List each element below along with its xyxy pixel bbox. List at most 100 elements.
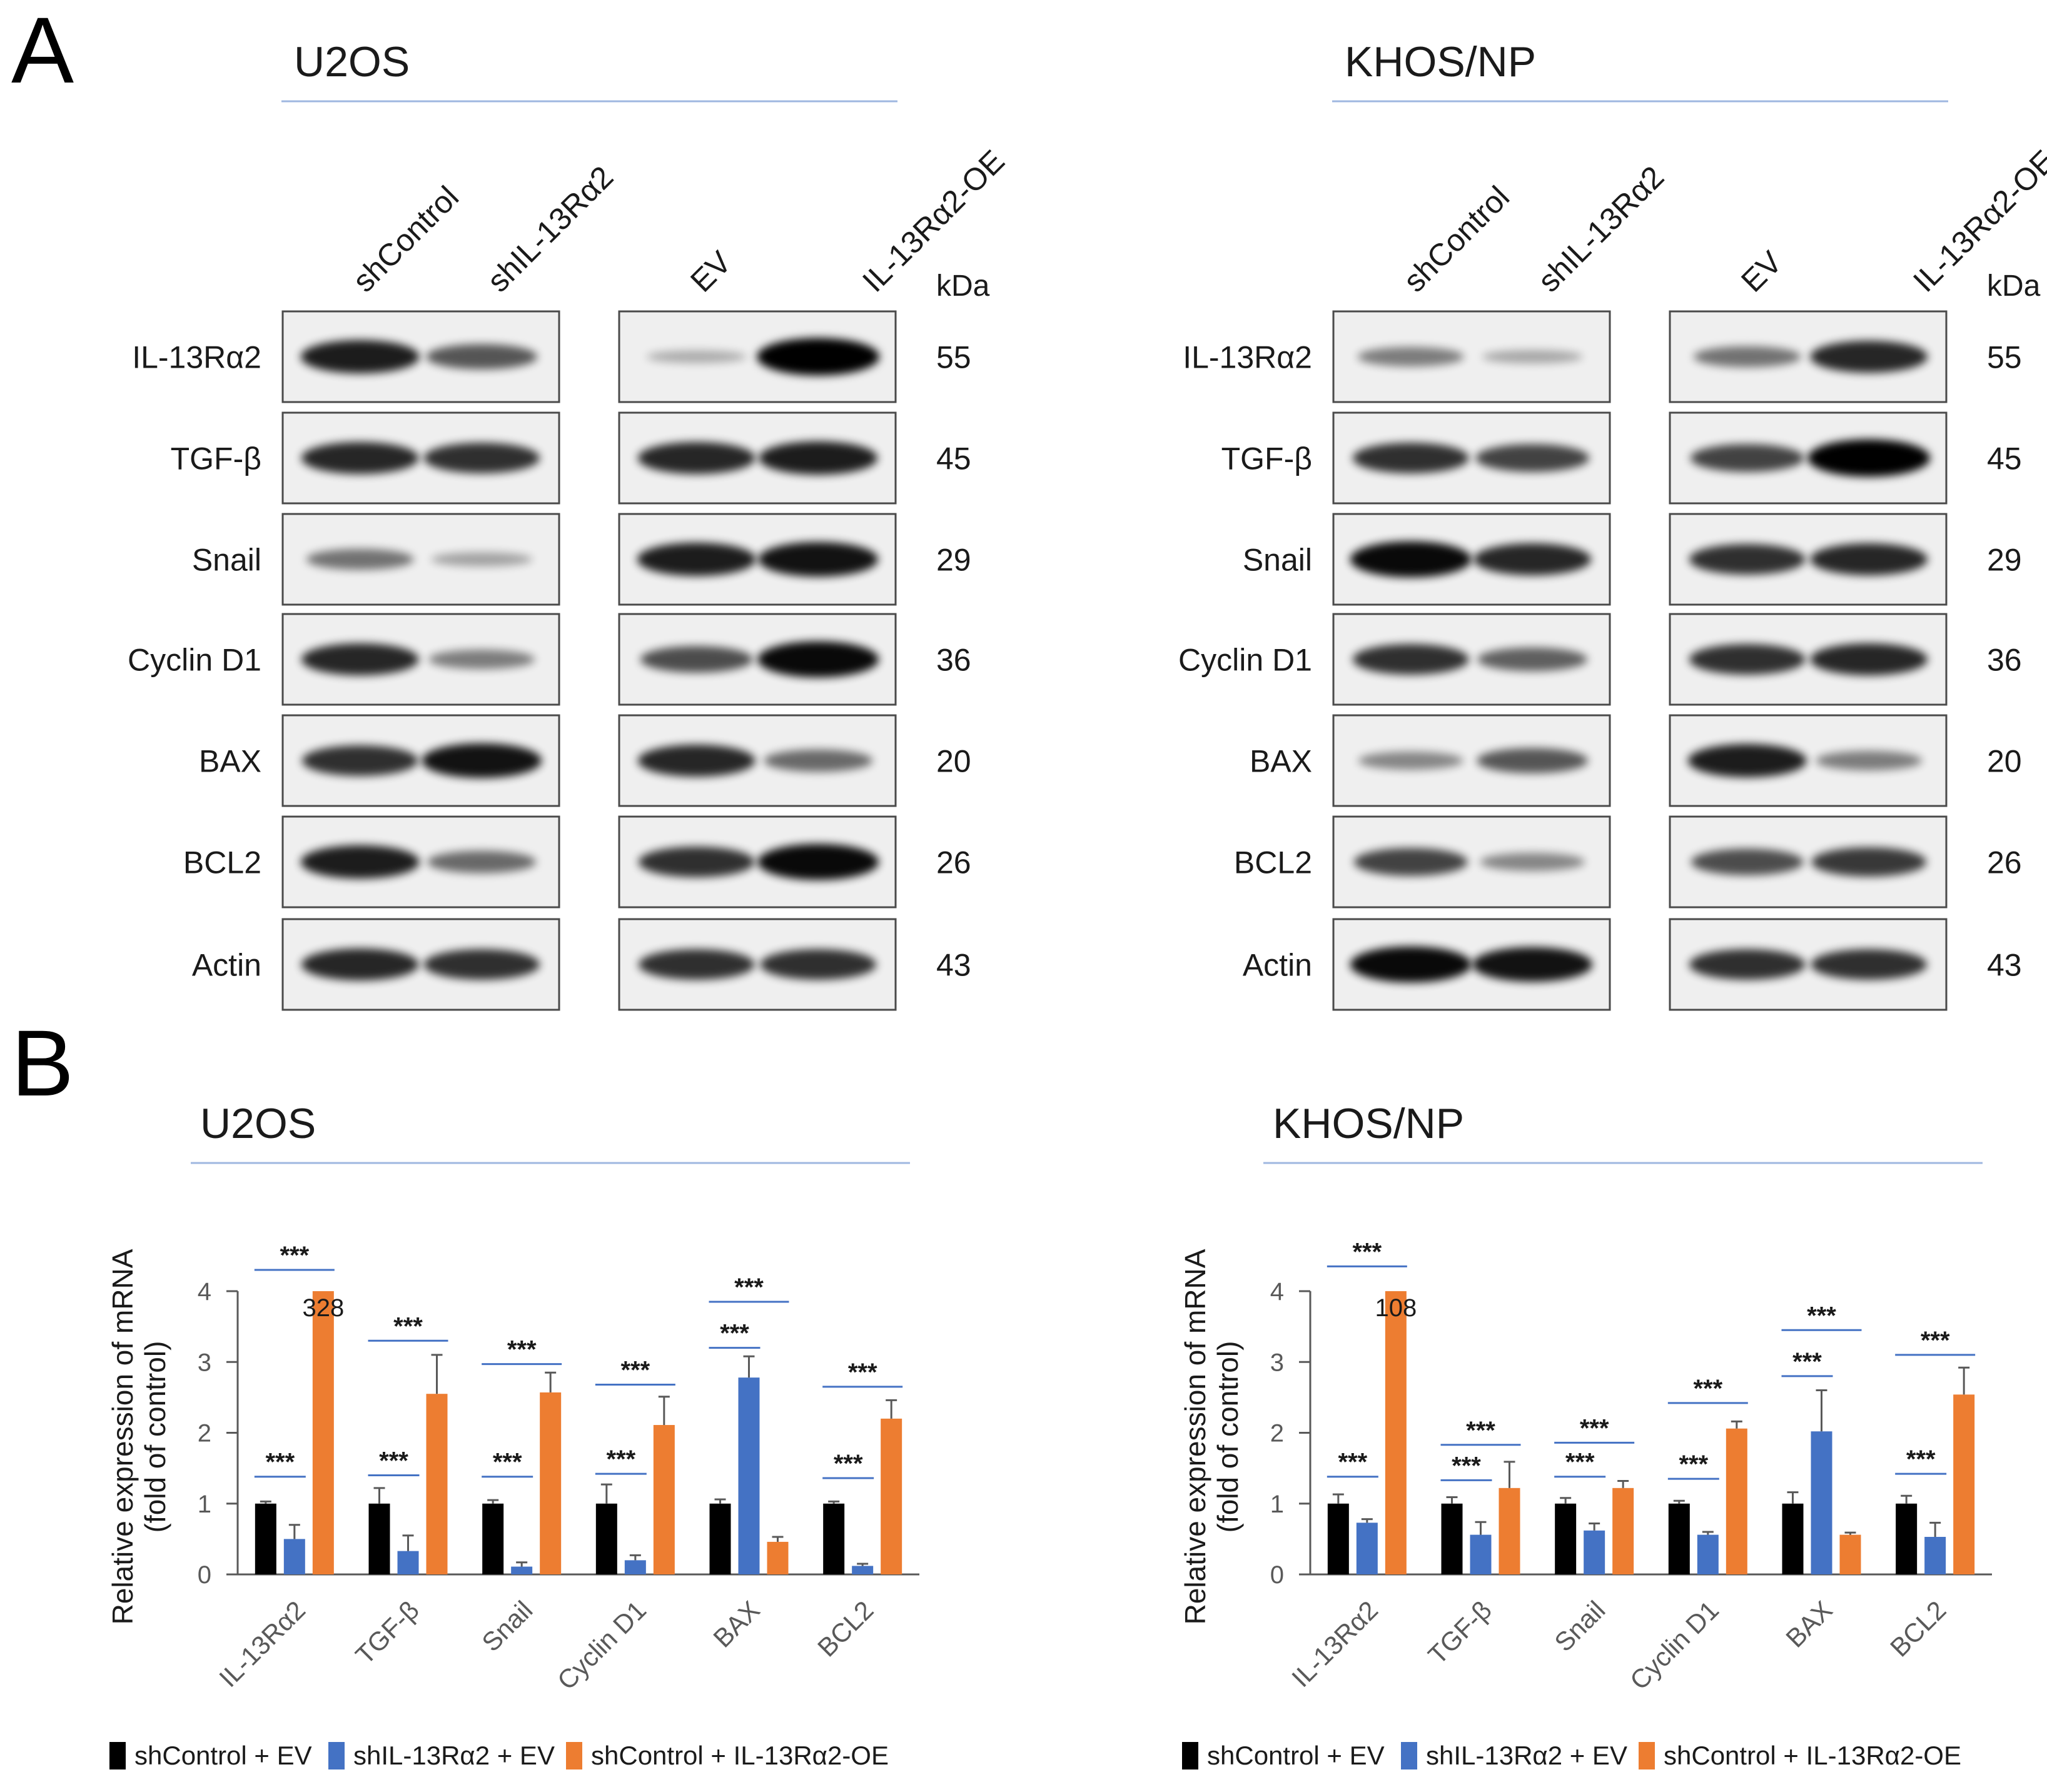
bar (426, 1394, 448, 1574)
bar (1555, 1503, 1577, 1574)
kda-value: 26 (1987, 845, 2022, 880)
protein-label: Actin (192, 948, 261, 983)
bar (1697, 1534, 1719, 1574)
blot-band (301, 643, 419, 676)
chart-1: KHOS/NP Relative expression of mRNA (fold … (1179, 1100, 1992, 1770)
kda-value: 20 (936, 744, 971, 779)
blot-band (300, 845, 420, 879)
blot-band (638, 847, 755, 877)
lane-label: shControl (1397, 179, 1516, 299)
blot-band (757, 338, 880, 376)
legend-label: shControl + IL-13Rα2-OE (591, 1741, 889, 1770)
x-category-label: TGF-β (1422, 1595, 1497, 1670)
protein-label: IL-13Rα2 (132, 340, 261, 375)
significance-label: *** (606, 1446, 635, 1473)
significance-label: *** (1452, 1452, 1481, 1479)
significance-label: *** (1679, 1451, 1708, 1478)
significance-label: *** (1580, 1414, 1609, 1442)
blot-band (1353, 848, 1468, 876)
blot-band (637, 744, 756, 777)
protein-label: Snail (192, 543, 261, 578)
blot-band (1477, 748, 1589, 773)
blot-band (1689, 544, 1806, 575)
bar (511, 1566, 533, 1574)
kda-value: 43 (1987, 948, 2022, 983)
blot-band (1473, 543, 1592, 576)
blot-cell-title: KHOS/NP (1345, 38, 1536, 86)
legend-label: shControl + EV (1207, 1741, 1385, 1770)
bar (595, 1503, 617, 1574)
protein-label: Actin (1243, 948, 1312, 983)
blot-cell-title: U2OS (294, 38, 410, 86)
bar (767, 1541, 789, 1574)
bar-value-label: 108 (1375, 1294, 1417, 1322)
bar (1327, 1503, 1349, 1574)
bar (1584, 1530, 1605, 1574)
lane-label: EV (1734, 244, 1789, 299)
y-tick-label: 2 (198, 1420, 211, 1447)
blot-band (1357, 346, 1464, 367)
y-axis-label: (fold of control) (139, 1341, 171, 1533)
blot-band (757, 843, 879, 880)
kda-value: 43 (936, 948, 971, 983)
kda-label: kDa (1987, 269, 2041, 303)
significance-label: *** (1565, 1449, 1595, 1476)
bar (1441, 1503, 1463, 1574)
x-category-label: IL-13Rα2 (1286, 1595, 1383, 1693)
blot-band (1690, 444, 1804, 472)
significance-label: *** (393, 1312, 423, 1340)
legend-swatch (109, 1742, 126, 1769)
bar (738, 1377, 760, 1574)
blot-band (764, 749, 873, 772)
x-category-label: IL-13Rα2 (213, 1595, 311, 1693)
blot-band (300, 340, 420, 374)
y-tick-label: 0 (198, 1561, 211, 1589)
blot-band (758, 541, 879, 577)
kda-value: 36 (936, 643, 971, 678)
protein-label: BAX (199, 744, 261, 779)
bar (283, 1539, 305, 1574)
kda-value: 45 (1987, 441, 2022, 476)
bar (1811, 1431, 1832, 1574)
legend-swatch (328, 1742, 345, 1769)
legend-label: shControl + EV (134, 1741, 312, 1770)
kda-label: kDa (936, 269, 990, 303)
significance-label: *** (507, 1336, 537, 1364)
significance-label: *** (1352, 1238, 1382, 1266)
blot-band (1477, 647, 1588, 672)
blot-band (1482, 350, 1583, 364)
x-category-label: TGF-β (350, 1595, 425, 1670)
panel-a-label: A (11, 0, 74, 103)
bar (1470, 1534, 1492, 1574)
y-tick-label: 0 (1270, 1561, 1284, 1589)
x-category-label: Cyclin D1 (552, 1595, 652, 1695)
legend-swatch (1182, 1742, 1198, 1769)
blot-band (1691, 848, 1804, 875)
protein-label: Cyclin D1 (1178, 643, 1312, 678)
y-tick-label: 3 (198, 1349, 211, 1376)
blot-band (422, 743, 542, 778)
protein-label: BCL2 (1234, 845, 1312, 880)
y-tick-label: 4 (198, 1278, 211, 1306)
protein-label: TGF-β (1221, 441, 1312, 476)
kda-value: 29 (936, 543, 971, 578)
bar (1839, 1534, 1861, 1574)
blot-band (1350, 946, 1472, 983)
blot-band (1689, 644, 1806, 675)
blot-band (426, 344, 538, 370)
bar (1356, 1523, 1378, 1574)
lane-label: EV (684, 244, 738, 299)
protein-label: BAX (1250, 744, 1312, 779)
lane-label: shControl (346, 179, 465, 299)
chart-title: U2OS (200, 1100, 316, 1147)
y-tick-label: 3 (1270, 1349, 1284, 1376)
bar (1499, 1487, 1520, 1574)
kda-value: 29 (1987, 543, 2022, 578)
blot-band (431, 552, 533, 566)
x-category-label: BAX (1780, 1595, 1838, 1653)
blot-band (1807, 439, 1931, 477)
bar (312, 1291, 334, 1574)
protein-label: IL-13Rα2 (1183, 340, 1312, 375)
